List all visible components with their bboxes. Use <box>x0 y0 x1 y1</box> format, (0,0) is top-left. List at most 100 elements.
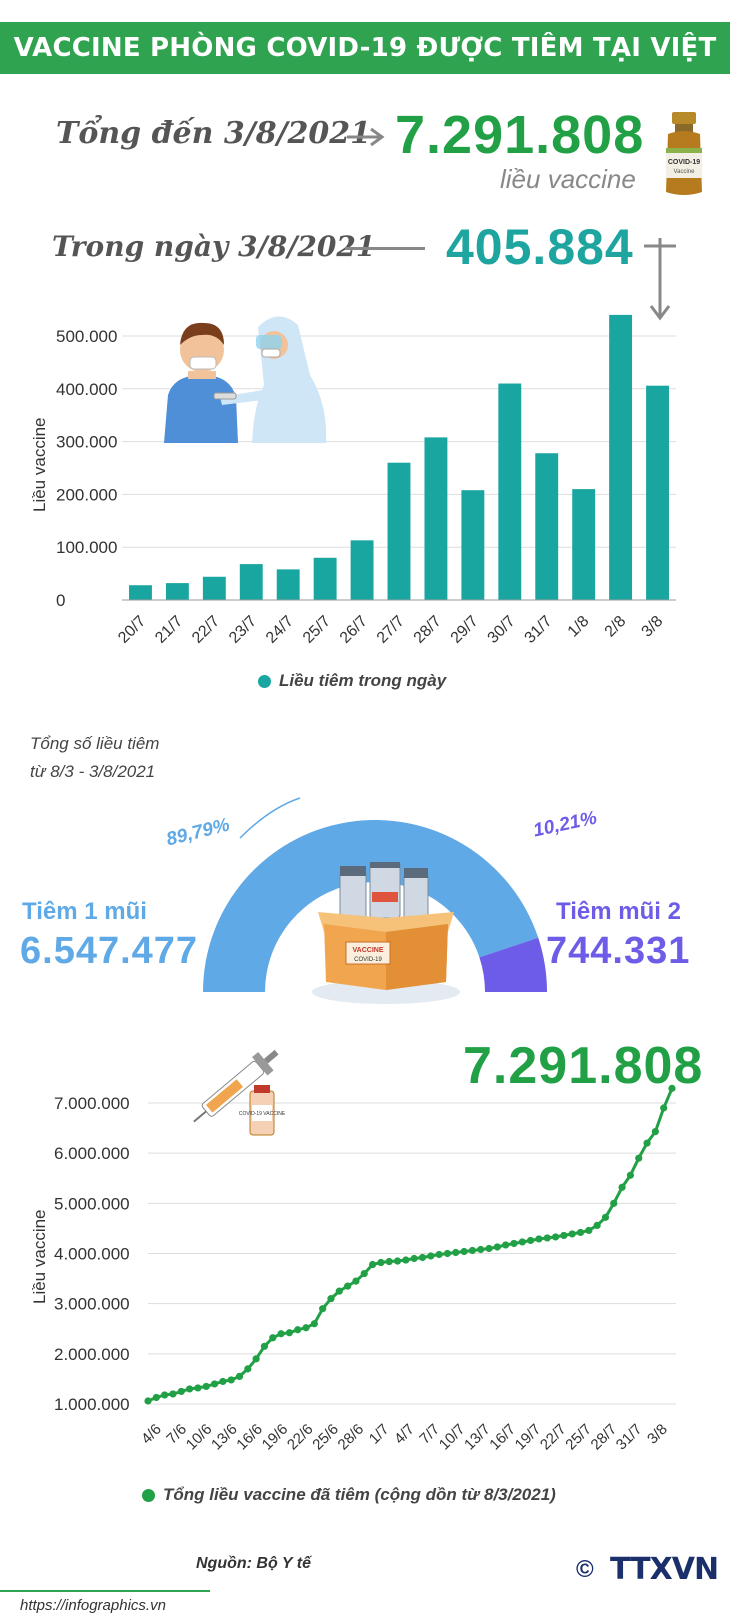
bar-23/7 <box>239 564 263 600</box>
line-x-tick-label: 25/6 <box>309 1421 342 1454</box>
line-point <box>244 1365 252 1373</box>
line-point <box>352 1277 360 1285</box>
source-note: Nguồn: Bộ Y tế <box>196 1555 311 1572</box>
line-legend-label: Tổng liều vaccine đã tiêm (cộng dồn từ 8… <box>163 1485 556 1504</box>
line-point <box>460 1247 468 1256</box>
total-value: 7.291.808 <box>395 105 645 165</box>
line-point <box>368 1260 377 1269</box>
gauge-caption: Tổng số liều tiêm từ 8/3 - 3/8/2021 <box>30 730 159 786</box>
bar-x-tick-label: 29/7 <box>448 613 482 647</box>
vaccine-vial-icon: COVID-19 Vaccine <box>666 112 702 195</box>
line-point <box>502 1241 510 1249</box>
line-point <box>551 1233 560 1241</box>
bar-x-tick-label: 23/7 <box>226 613 260 647</box>
page-title: VACCINE PHÒNG COVID-19 ĐƯỢC TIÊM TẠI VIỆ… <box>0 22 730 115</box>
line-point <box>452 1248 460 1257</box>
bar-3/8 <box>646 385 669 600</box>
line-point <box>302 1324 310 1332</box>
connector-line <box>345 247 425 250</box>
gauge-slice-2 <box>479 937 547 992</box>
svg-text:Vaccine: Vaccine <box>674 169 696 175</box>
syringe-icon: COVID-19 VACCINE <box>193 1049 286 1136</box>
arrow-right-icon <box>347 127 385 147</box>
vaccine-box-illustration: VACCINE COVID-19 <box>312 862 460 1004</box>
gauge-leader-line <box>239 797 301 839</box>
line-x-tick-label: 28/6 <box>335 1421 368 1454</box>
line-point <box>327 1295 335 1303</box>
bar-22/7 <box>202 576 226 600</box>
daily-label: Trong ngày 3/8/2021 <box>52 230 376 263</box>
box-sub-text: COVID-19 <box>354 957 382 963</box>
line-point <box>385 1257 393 1266</box>
line-point <box>319 1305 327 1313</box>
line-point <box>377 1258 385 1267</box>
line-point <box>543 1234 551 1242</box>
line-point <box>585 1226 593 1235</box>
bar-x-tick-label: 1/8 <box>565 613 593 641</box>
line-y-tick-label: 1.000.000 <box>54 1395 130 1414</box>
copyright-icon: © <box>576 1556 594 1583</box>
bar-24/7 <box>276 569 300 600</box>
bar-x-tick-label: 25/7 <box>300 613 334 647</box>
line-point <box>277 1330 285 1338</box>
line-point <box>285 1329 293 1337</box>
footer-url-link[interactable]: https://infographics.vn <box>20 1597 166 1614</box>
bar-x-tick-label: 31/7 <box>522 613 556 647</box>
line-y-tick-label: 2.000.000 <box>54 1345 130 1364</box>
line-point <box>344 1282 352 1290</box>
line-x-tick-label: 19/6 <box>259 1421 292 1454</box>
bar-2/8 <box>609 314 633 600</box>
line-point <box>219 1377 227 1386</box>
line-point <box>493 1243 501 1251</box>
box-label-text: VACCINE <box>353 947 384 954</box>
line-point <box>477 1245 485 1254</box>
line-point <box>418 1253 427 1262</box>
daily-bar-chart: 0 100.000 200.000 300.000 400.000 500.000 20/7… <box>56 314 676 647</box>
total-label: Tổng đến 3/8/2021 <box>56 116 372 151</box>
dose1-value: 6.547.477 <box>20 930 199 972</box>
bar-y-tick-label: 200.000 <box>56 485 117 504</box>
line-x-tick-label: 19/7 <box>512 1421 545 1454</box>
line-point <box>360 1269 368 1278</box>
line-point <box>610 1199 618 1207</box>
line-point <box>235 1372 244 1381</box>
line-point <box>152 1393 160 1402</box>
dose2-value: 744.331 <box>546 930 691 972</box>
line-point <box>269 1334 277 1342</box>
line-x-tick-label: 13/6 <box>208 1421 241 1454</box>
bar-y-tick-label: 100.000 <box>56 538 117 557</box>
line-point <box>618 1183 626 1191</box>
line-point <box>161 1391 169 1399</box>
line-x-tick-label: 28/7 <box>588 1421 621 1454</box>
line-point <box>402 1256 410 1264</box>
line-point <box>576 1228 585 1237</box>
line-x-tick-label: 4/7 <box>391 1421 418 1448</box>
line-y-tick-label: 5.000.000 <box>54 1194 130 1213</box>
bar-x-tick-label: 2/8 <box>602 613 630 641</box>
bar-1/8 <box>572 489 596 600</box>
legend-marker <box>142 1489 155 1503</box>
line-point <box>260 1342 269 1350</box>
line-point <box>335 1287 343 1295</box>
dose-gauge-chart <box>203 797 547 992</box>
bar-x-tick-label: 28/7 <box>411 613 445 647</box>
line-point <box>535 1235 543 1243</box>
line-point <box>668 1084 676 1092</box>
footer-divider <box>0 1590 210 1592</box>
line-point <box>294 1326 302 1334</box>
line-point <box>410 1254 418 1263</box>
line-point <box>601 1213 610 1221</box>
bar-x-tick-label: 30/7 <box>485 613 519 647</box>
gauge-caption-line-2: từ 8/3 - 3/8/2021 <box>30 762 156 781</box>
cumulative-line <box>147 1087 674 1403</box>
line-point <box>468 1246 476 1255</box>
line-point <box>635 1154 643 1162</box>
line-point <box>144 1397 152 1405</box>
bar-y-tick-label: 400.000 <box>56 380 117 399</box>
bar-20/7 <box>129 585 152 600</box>
vaccination-illustration <box>164 316 327 443</box>
line-point <box>427 1252 435 1260</box>
line-x-tick-label: 10/6 <box>183 1421 216 1454</box>
line-point <box>651 1127 659 1136</box>
line-y-tick-label: 4.000.000 <box>54 1245 130 1264</box>
